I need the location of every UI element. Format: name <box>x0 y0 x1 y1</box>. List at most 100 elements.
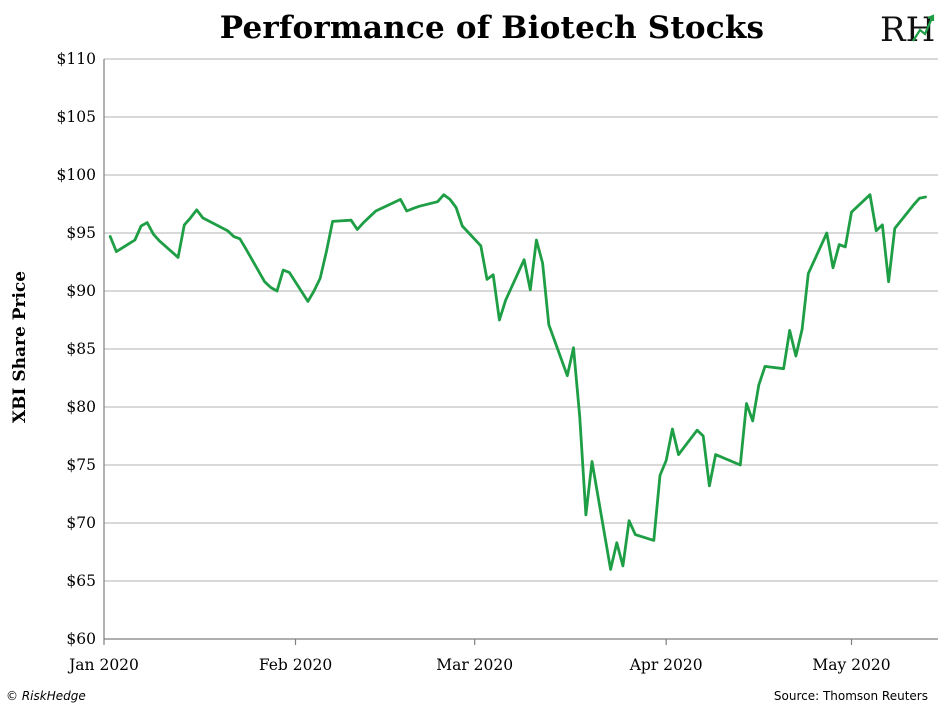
chart-title: Performance of Biotech Stocks <box>219 10 765 46</box>
axes <box>103 59 938 640</box>
y-tick-label: $65 <box>66 572 96 590</box>
x-tick-label: Jan 2020 <box>67 656 139 674</box>
data-point <box>634 533 637 536</box>
x-tick-label: Mar 2020 <box>436 656 513 674</box>
data-point <box>319 277 322 280</box>
data-point <box>585 514 587 516</box>
x-tick-label: Feb 2020 <box>259 656 332 674</box>
data-point <box>628 519 630 522</box>
data-point <box>313 290 315 292</box>
data-point <box>504 299 507 302</box>
data-point <box>677 453 680 456</box>
data-point <box>412 207 414 210</box>
data-point <box>152 233 155 236</box>
x-tick-label: May 2020 <box>812 656 890 674</box>
gridlines <box>104 58 938 582</box>
data-point <box>757 384 760 386</box>
data-point <box>115 250 118 253</box>
data-point <box>356 228 359 231</box>
data-point <box>566 374 569 377</box>
data-point <box>739 464 742 466</box>
y-tick-label: $95 <box>66 224 96 242</box>
data-point <box>547 323 550 326</box>
data-point <box>140 225 143 227</box>
data-point <box>622 565 624 567</box>
data-point <box>665 459 668 462</box>
data-point <box>498 319 501 321</box>
y-tick-label: $90 <box>66 282 96 300</box>
data-point <box>418 205 420 208</box>
data-point <box>195 208 198 211</box>
data-point <box>245 248 248 251</box>
data-point <box>189 217 192 219</box>
y-tick-labels: $60 $65 $70 $75 $80 $85 $90 $95 $100 $105 $110 <box>57 50 96 648</box>
data-point <box>350 219 352 222</box>
data-point <box>702 435 705 437</box>
y-tick-label: $75 <box>66 456 96 474</box>
data-point <box>708 485 711 487</box>
data-point <box>276 290 278 292</box>
data-point <box>239 237 241 240</box>
data-point <box>146 221 149 224</box>
copyright-note: © RiskHedge <box>6 689 86 703</box>
data-point <box>535 239 538 241</box>
data-point <box>615 541 618 544</box>
data-point <box>436 200 439 203</box>
data-point <box>288 271 291 274</box>
data-point <box>832 266 834 269</box>
data-point <box>331 220 334 223</box>
data-point <box>745 402 748 405</box>
data-point <box>449 198 451 201</box>
data-point <box>887 280 890 283</box>
data-point <box>158 240 161 243</box>
data-point <box>671 428 674 430</box>
riskhedge-logo: RH <box>880 10 935 50</box>
data-point <box>869 193 871 196</box>
y-tick-label: $60 <box>66 630 96 648</box>
data-point <box>801 328 803 331</box>
source-note: Source: Thomson Reuters <box>773 689 928 703</box>
data-point <box>368 215 371 218</box>
y-tick-label: $70 <box>66 514 96 532</box>
data-point <box>850 211 853 214</box>
data-point <box>461 225 464 227</box>
data-point <box>263 280 266 283</box>
data-point <box>881 224 884 226</box>
series-line <box>108 193 927 571</box>
data-point <box>825 232 828 234</box>
data-point <box>374 210 377 212</box>
series <box>108 193 927 571</box>
data-point <box>442 193 445 196</box>
data-point <box>572 346 575 349</box>
x-tick-label: Apr 2020 <box>629 656 703 674</box>
data-point <box>782 367 785 370</box>
y-tick-label: $80 <box>66 398 96 416</box>
data-point <box>183 224 186 226</box>
data-point <box>362 221 365 224</box>
data-point <box>201 217 204 219</box>
data-point <box>405 210 408 212</box>
data-point <box>838 243 841 246</box>
data-point <box>541 262 544 265</box>
data-point <box>875 229 878 232</box>
data-point <box>578 415 581 418</box>
data-point <box>325 250 328 253</box>
data-point <box>844 246 847 248</box>
data-point <box>714 453 717 456</box>
data-point <box>696 429 698 432</box>
data-point <box>659 474 661 477</box>
data-point <box>523 258 525 261</box>
y-tick-label: $100 <box>57 166 96 184</box>
data-point <box>269 286 272 289</box>
data-point <box>109 235 112 238</box>
data-point <box>307 300 309 303</box>
data-point <box>486 278 488 281</box>
data-point <box>795 355 797 357</box>
data-point <box>399 198 402 201</box>
data-point <box>591 460 593 463</box>
data-point <box>893 227 896 230</box>
data-point <box>751 420 754 422</box>
data-point <box>609 568 612 571</box>
data-point <box>455 206 457 209</box>
